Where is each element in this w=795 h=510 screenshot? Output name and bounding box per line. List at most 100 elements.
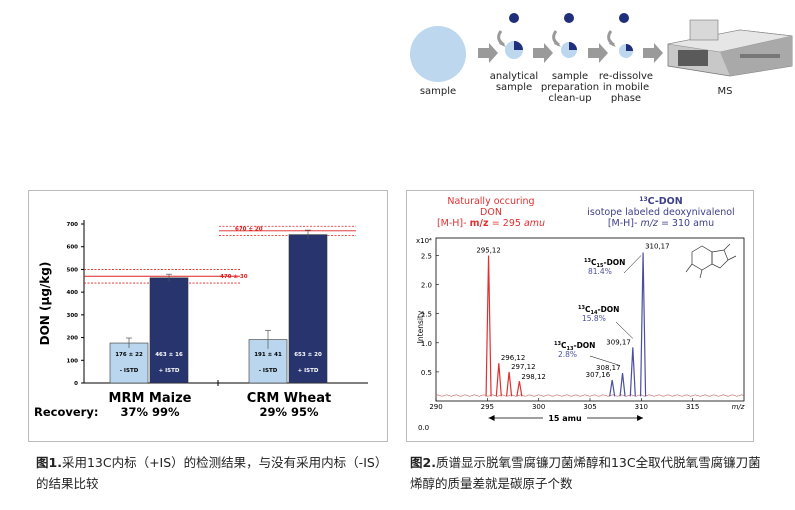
y-tick-label: 2.0 xyxy=(421,282,432,290)
isotope-suffix: -DON xyxy=(573,341,595,350)
x-tick-label: 290 xyxy=(429,403,442,411)
x-tick-label: 295 xyxy=(481,403,494,411)
spectrum-peak xyxy=(506,371,513,397)
peak-label: 298,12 xyxy=(521,373,546,381)
isotope-suffix: -DON xyxy=(603,258,625,267)
isotope-sub: 15 xyxy=(596,263,603,269)
y-tick-label: 700 xyxy=(67,222,79,228)
bar-series-label: + ISTD xyxy=(298,368,319,374)
isotope-label: 13C13-DON xyxy=(554,341,595,352)
molecule-bond xyxy=(723,243,731,251)
peak-label: 295,12 xyxy=(476,246,501,254)
span-label: 15 amu xyxy=(548,414,582,423)
caption-text: 采用13C内标（+IS）的检测结果，与没有采用内标（-IS）的结果比较 xyxy=(36,455,382,491)
y-tick-label: 2.5 xyxy=(421,252,432,260)
y-tick-label: 0.5 xyxy=(421,369,432,377)
y-tick-label: 100 xyxy=(67,358,79,364)
figure1-panel xyxy=(28,190,388,442)
isotope-sup: 13 xyxy=(578,305,585,311)
zero-label: 0.0 xyxy=(418,424,429,432)
bar-value-label: 463 ± 16 xyxy=(155,352,183,358)
y-tick-label: 300 xyxy=(67,313,79,319)
header-right-name: C-DON xyxy=(648,196,683,207)
annotation-leader xyxy=(623,255,642,274)
y-axis-label: Intensity xyxy=(416,310,425,343)
caption-number: 图2. xyxy=(410,455,436,470)
molecule-structure-icon xyxy=(685,243,737,279)
y-tick-label: 500 xyxy=(67,267,79,273)
bar-value-label: 191 ± 41 xyxy=(254,352,282,358)
group-label: CRM Wheat xyxy=(247,391,331,406)
molecule-ring xyxy=(691,245,713,271)
isotope-percent: 15.8% xyxy=(582,314,606,323)
y-tick-label: 600 xyxy=(67,245,79,251)
header-right-mz: m/z xyxy=(640,218,660,229)
y-tick-label: 1.0 xyxy=(421,340,432,348)
x-tick-label: 305 xyxy=(583,403,596,411)
bar xyxy=(109,342,149,384)
y-exponent-label: x10⁴ xyxy=(416,237,432,245)
span-arrow-right xyxy=(637,415,644,421)
workflow-label: analytical sample xyxy=(490,71,538,93)
reference-label: 470 ± 30 xyxy=(220,274,248,280)
x-axis-label: m/z xyxy=(732,403,745,411)
header-left-line2: DON xyxy=(480,207,502,218)
peak-label: 308,17 xyxy=(596,364,621,372)
workflow-arrow xyxy=(643,43,663,63)
isotope-sup: 13 xyxy=(554,341,561,347)
recovery-value: 29% 95% xyxy=(259,405,319,419)
y-axis-label: DON (μg/kg) xyxy=(38,262,52,346)
peak-label: 309,17 xyxy=(606,338,631,346)
bar-value-label: 176 ± 22 xyxy=(115,352,143,358)
header-left-prefix: [M-H]- xyxy=(437,218,470,229)
spectrum-peak xyxy=(516,381,523,397)
workflow-arrow xyxy=(533,43,553,63)
sample-circle xyxy=(410,26,466,82)
annotation-leader xyxy=(589,355,619,366)
header-left-value: = 295 xyxy=(492,218,524,229)
sample-preparation-icon xyxy=(552,13,577,58)
x-tick-label: 300 xyxy=(532,403,545,411)
workflow-arrow xyxy=(478,43,498,63)
re-dissolve-icon xyxy=(607,13,633,58)
header-right-value: = 310 amu xyxy=(661,218,714,229)
workflow-label: re-dissolve in mobile phase xyxy=(599,71,653,104)
isotope-element: C xyxy=(561,341,567,350)
workflow-label: sample xyxy=(420,86,456,97)
caption-text: 质谱显示脱氧雪腐镰刀菌烯醇和13C全取代脱氧雪腐镰刀菌烯醇的质量差就是碳原子个数 xyxy=(410,455,761,491)
header-left-unit: amu xyxy=(524,218,545,229)
workflow-label: MS xyxy=(718,86,733,97)
header-left-line3: [M-H]- m/z = 295 amu xyxy=(437,218,545,229)
isotope-suffix: -DON xyxy=(597,305,619,314)
recovery-label: Recovery: xyxy=(34,405,98,419)
workflow-label: sample preparation clean-up xyxy=(541,71,599,104)
y-tick-label: 0 xyxy=(74,381,78,387)
molecule-bond xyxy=(699,269,703,279)
spectrum-peak xyxy=(619,372,626,397)
bar-value-label: 653 ± 20 xyxy=(294,352,322,358)
molecule-bond xyxy=(727,255,737,261)
analytical-sample-icon xyxy=(497,13,523,59)
annotation-leader xyxy=(615,321,633,339)
isotope-percent: 81.4% xyxy=(588,267,612,276)
spectrum-peak xyxy=(629,347,636,397)
reference-label: 670 ± 20 xyxy=(235,226,263,232)
span-arrow-left xyxy=(488,415,495,421)
isotope-label: 13C14-DON xyxy=(578,305,619,316)
header-right-prefix: [M-H]- xyxy=(608,218,641,229)
y-tick-label: 400 xyxy=(67,290,79,296)
bar-series-label: + ISTD xyxy=(159,368,180,374)
isotope-label: 13C15-DON xyxy=(584,258,625,269)
spectrum-peak xyxy=(639,252,647,397)
isotope-sup: 13 xyxy=(584,258,591,264)
workflow-diagram: sample analytical sample sample preparatio… xyxy=(410,13,793,104)
y-tick-label: 200 xyxy=(67,336,79,342)
y-tick-label: 1.5 xyxy=(421,311,432,319)
span-label-bg xyxy=(543,412,587,423)
figure1-chart: 0 100 200 300 400 500 600 700 DON (μg/kg) 470 ± 3… xyxy=(34,220,368,419)
x-tick-label: 315 xyxy=(686,403,699,411)
isotope-element: C xyxy=(585,305,591,314)
recovery-value: 37% 99% xyxy=(120,405,180,419)
header-right-title: 13C-DON xyxy=(639,196,682,207)
